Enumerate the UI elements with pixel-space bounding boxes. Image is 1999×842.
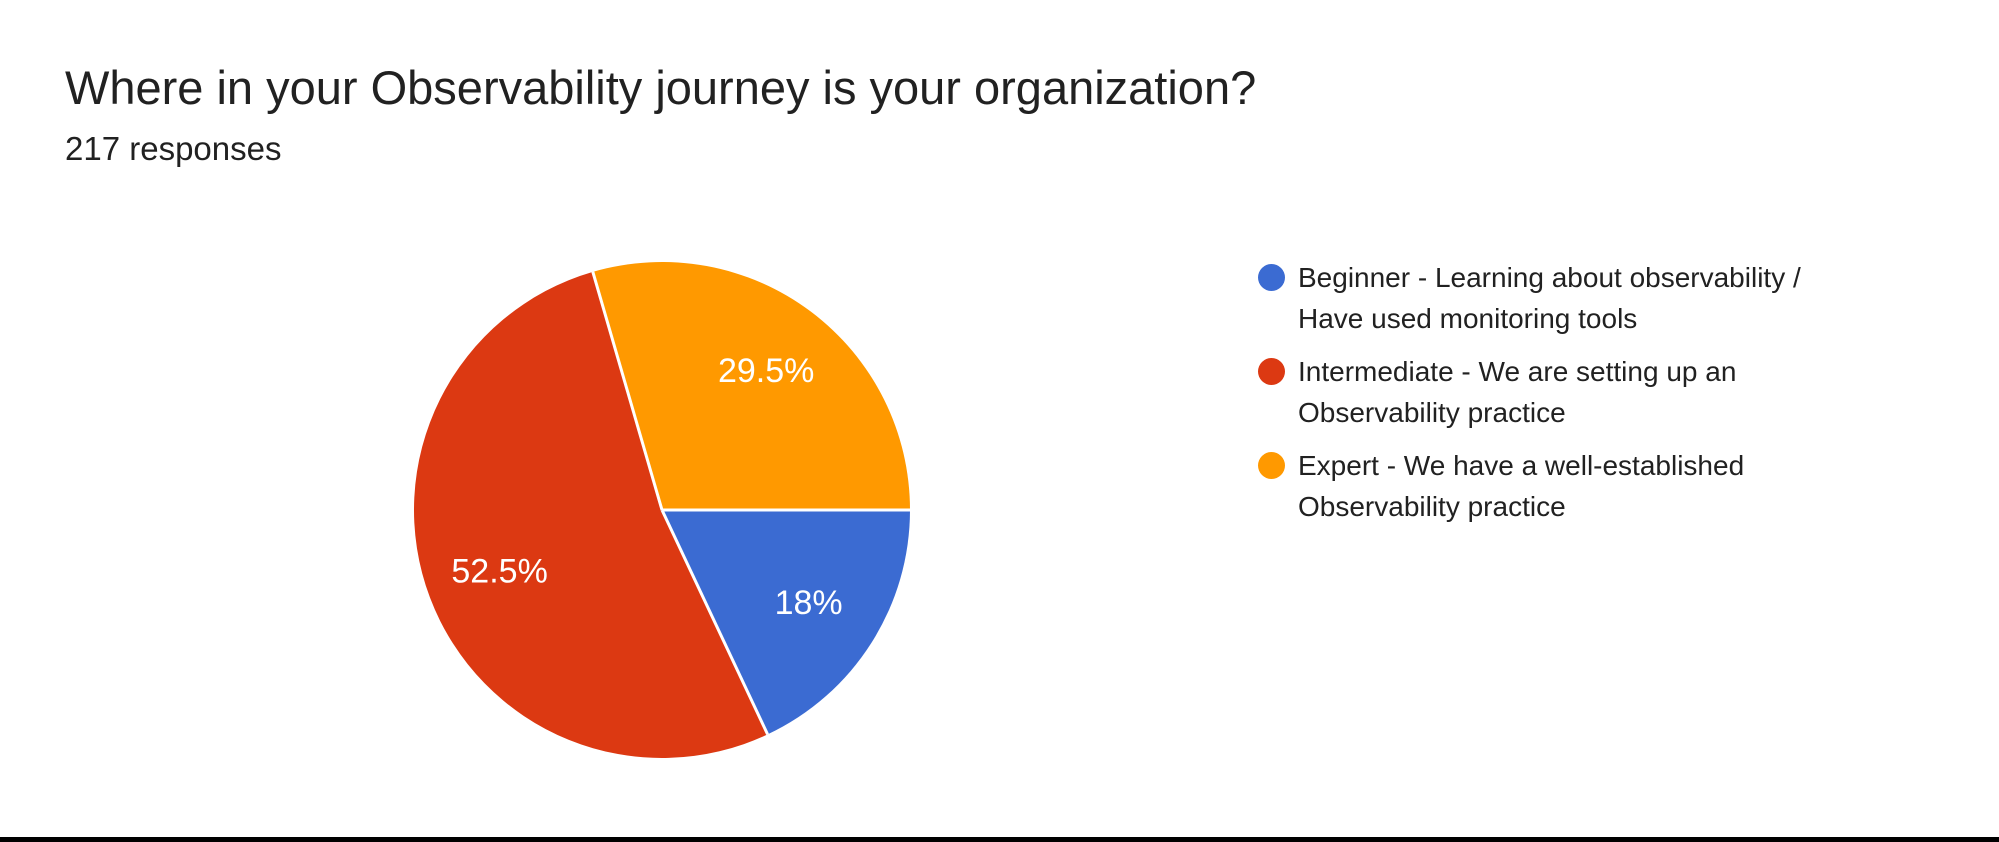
slice-label-1: 52.5% <box>451 552 547 590</box>
legend-label-intermediate: Intermediate - We are setting up an Obse… <box>1298 356 1737 428</box>
pie-slice-0[interactable] <box>662 510 910 735</box>
legend-label-beginner: Beginner - Learning about observability … <box>1298 262 1801 334</box>
legend-item-beginner: Beginner - Learning about observability … <box>1258 257 1803 339</box>
screenshot-bottom-edge <box>0 837 1999 842</box>
slice-label-0: 18% <box>775 584 843 622</box>
pie-slice-1[interactable] <box>413 271 768 759</box>
legend-dot-beginner <box>1258 264 1285 291</box>
chart-legend: Beginner - Learning about observability … <box>1258 257 1803 527</box>
legend-dot-expert <box>1258 452 1285 479</box>
responses-count: 217 responses <box>65 130 282 167</box>
legend-dot-intermediate <box>1258 358 1285 385</box>
legend-label-expert: Expert - We have a well-established Obse… <box>1298 450 1745 522</box>
page-title: Where in your Observability journey is y… <box>65 61 1257 114</box>
pie-slice-2[interactable] <box>592 262 910 510</box>
legend-item-intermediate: Intermediate - We are setting up an Obse… <box>1258 351 1803 433</box>
slice-separator <box>660 509 769 736</box>
slice-label-2: 29.5% <box>718 352 814 390</box>
legend-item-expert: Expert - We have a well-established Obse… <box>1258 445 1803 527</box>
pie-chart-svg[interactable]: 18% 52.5% 29.5% <box>412 260 912 760</box>
pie-chart: 18% 52.5% 29.5% <box>412 260 912 760</box>
slice-separator <box>591 271 664 511</box>
